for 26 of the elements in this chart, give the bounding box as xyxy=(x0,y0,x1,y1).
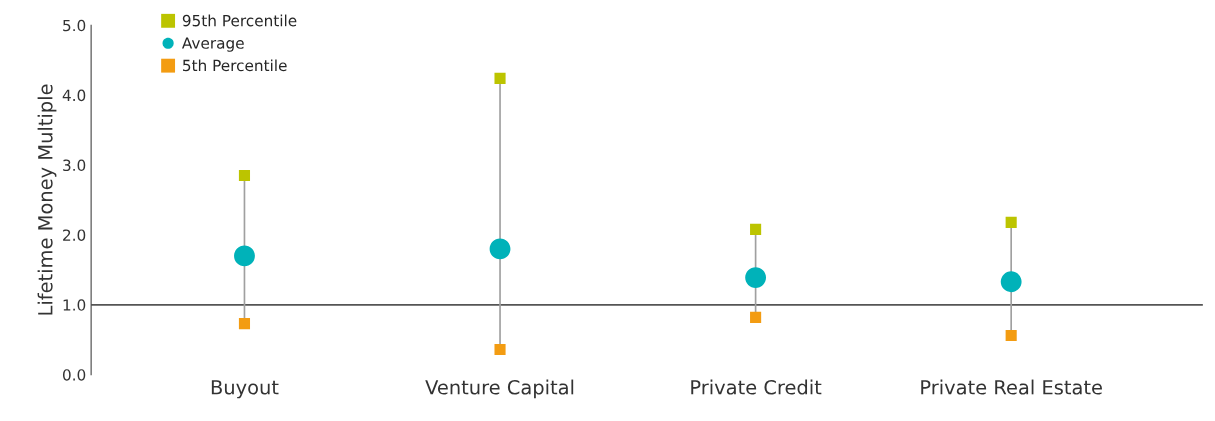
point xyxy=(1005,216,1017,228)
y-axis-title: Lifetime Money Multiple xyxy=(37,84,57,315)
y-tick-label: 0.0 xyxy=(62,369,86,381)
legend-label: 95th Percentile xyxy=(182,14,297,27)
point xyxy=(489,238,511,260)
legend-label: Average xyxy=(181,37,244,52)
point xyxy=(238,318,251,330)
legend-label: 5th Percentile xyxy=(183,59,287,72)
x-tick-label: Buyout xyxy=(211,380,279,399)
y-tick-label: 4.0 xyxy=(62,89,86,102)
point xyxy=(1000,271,1022,293)
y-tick-label: 2.0 xyxy=(63,229,86,241)
point xyxy=(1005,330,1017,342)
x-tick-label: Venture Capital xyxy=(425,379,574,399)
y-tick-label: 5.0 xyxy=(63,19,86,32)
point xyxy=(234,245,255,267)
x-tick-label: Private Real Estate xyxy=(921,379,1102,395)
y-tick-label: 1.0 xyxy=(63,299,86,311)
x-tick-label: Private Credit xyxy=(691,379,822,395)
point xyxy=(750,311,762,323)
point xyxy=(494,343,506,356)
point xyxy=(494,72,506,84)
y-tick-label: 3.0 xyxy=(63,159,86,172)
point xyxy=(750,223,762,235)
point xyxy=(238,169,251,182)
point xyxy=(745,267,767,288)
